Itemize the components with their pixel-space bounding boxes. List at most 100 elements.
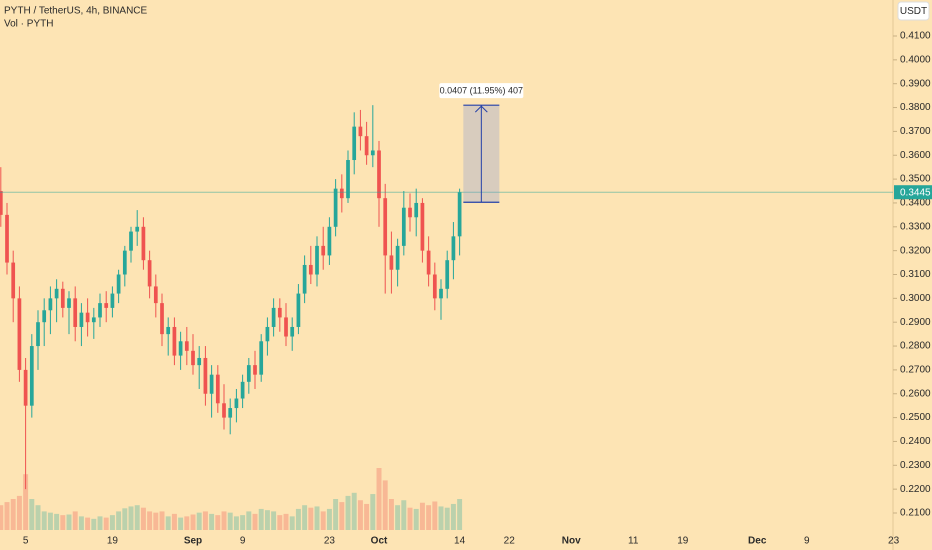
x-tick-label: 22 xyxy=(504,536,516,547)
volume-bar xyxy=(171,513,177,530)
volume-bar xyxy=(134,505,140,530)
volume-bar xyxy=(233,516,239,530)
candle-body xyxy=(178,341,183,356)
volume-bar xyxy=(153,512,159,530)
volume-bar xyxy=(450,503,456,530)
candle-body xyxy=(67,298,71,308)
volume-bar xyxy=(16,495,22,530)
volume-bar xyxy=(444,507,450,530)
volume-bar xyxy=(345,495,351,530)
volume-bar xyxy=(35,505,41,530)
volume-bar xyxy=(159,511,165,530)
volume-bar xyxy=(165,516,171,530)
volume-bar xyxy=(215,515,221,530)
volume-bar xyxy=(85,517,91,530)
candle-body xyxy=(42,310,47,323)
y-tick-label: 0.2900 xyxy=(900,317,931,328)
volume-bar xyxy=(432,501,438,530)
y-tick-label: 0.3900 xyxy=(900,78,931,89)
candle-body xyxy=(135,226,140,232)
volume-bar xyxy=(190,514,196,530)
volume-bar xyxy=(264,510,270,530)
candle-body xyxy=(122,250,127,275)
volume-bar xyxy=(196,512,202,530)
candle-body xyxy=(246,365,251,382)
candle-body xyxy=(302,264,307,294)
volume-bar xyxy=(283,513,289,530)
volume-bar xyxy=(252,513,258,530)
candle-body xyxy=(364,136,369,156)
candle-body xyxy=(184,341,189,351)
y-tick-label: 0.3700 xyxy=(900,126,931,137)
candle-body xyxy=(166,326,171,335)
volume-bar xyxy=(122,508,128,530)
candle-body xyxy=(377,150,381,199)
candle-body xyxy=(23,369,28,406)
candle-body xyxy=(0,191,3,215)
volume-bar xyxy=(66,514,72,530)
volume-bar xyxy=(128,506,134,530)
volume-bar xyxy=(326,508,332,530)
candle-body xyxy=(222,403,226,418)
volume-bar xyxy=(140,507,146,530)
volume-bar xyxy=(209,513,215,530)
volume-bar xyxy=(221,511,227,530)
candle-body xyxy=(129,231,133,251)
candle-body xyxy=(104,303,109,308)
candle-body xyxy=(234,398,239,409)
candle-body xyxy=(48,298,53,311)
volume-bar xyxy=(370,494,376,530)
candle-body xyxy=(271,307,276,327)
volume-bar xyxy=(178,517,184,530)
volume-bar xyxy=(364,503,370,530)
volume-bar xyxy=(72,511,78,530)
volume-bar xyxy=(289,516,295,530)
volume-bar xyxy=(23,474,29,530)
volume-bar xyxy=(320,511,326,530)
volume-bar xyxy=(246,511,252,530)
candle-body xyxy=(98,303,102,318)
last-price-label: 0.3445 xyxy=(900,187,931,198)
candle-body xyxy=(85,312,90,323)
candle-body xyxy=(420,202,425,251)
candle-body xyxy=(116,274,121,294)
candle-body xyxy=(60,288,65,308)
candle-body xyxy=(426,250,431,275)
volume-bar xyxy=(78,516,84,530)
x-tick-label: 9 xyxy=(804,536,810,547)
volume-bar xyxy=(376,468,382,530)
candle-body xyxy=(339,188,344,199)
volume-bar xyxy=(54,513,60,530)
volume-bar xyxy=(91,518,97,530)
currency-button[interactable] xyxy=(897,1,930,21)
x-tick-label: Oct xyxy=(371,536,388,547)
candle-body xyxy=(11,262,16,299)
candle-body xyxy=(346,160,350,199)
candle-body xyxy=(315,245,319,275)
y-tick-label: 0.4000 xyxy=(900,54,931,65)
candle-body xyxy=(29,346,34,406)
volume-bar xyxy=(351,492,357,530)
candle-body xyxy=(321,245,326,256)
y-tick-label: 0.3500 xyxy=(900,174,931,185)
x-tick-label: 19 xyxy=(107,536,119,547)
volume-bar xyxy=(457,499,463,530)
candle-body xyxy=(383,198,388,256)
volume-bar xyxy=(227,512,233,530)
x-tick-label: 23 xyxy=(324,536,336,547)
volume-bar xyxy=(202,511,208,530)
x-tick-label: 19 xyxy=(677,536,689,547)
candle-body xyxy=(333,188,338,227)
candle-body xyxy=(277,307,282,318)
y-tick-label: 0.3800 xyxy=(900,102,931,113)
volume-bar xyxy=(271,511,277,530)
volume-bar xyxy=(184,516,190,530)
volume-bar xyxy=(333,499,339,530)
volume-bar xyxy=(147,511,153,530)
candle-body xyxy=(79,312,84,327)
volume-bar xyxy=(97,516,103,530)
candle-body xyxy=(358,126,363,137)
